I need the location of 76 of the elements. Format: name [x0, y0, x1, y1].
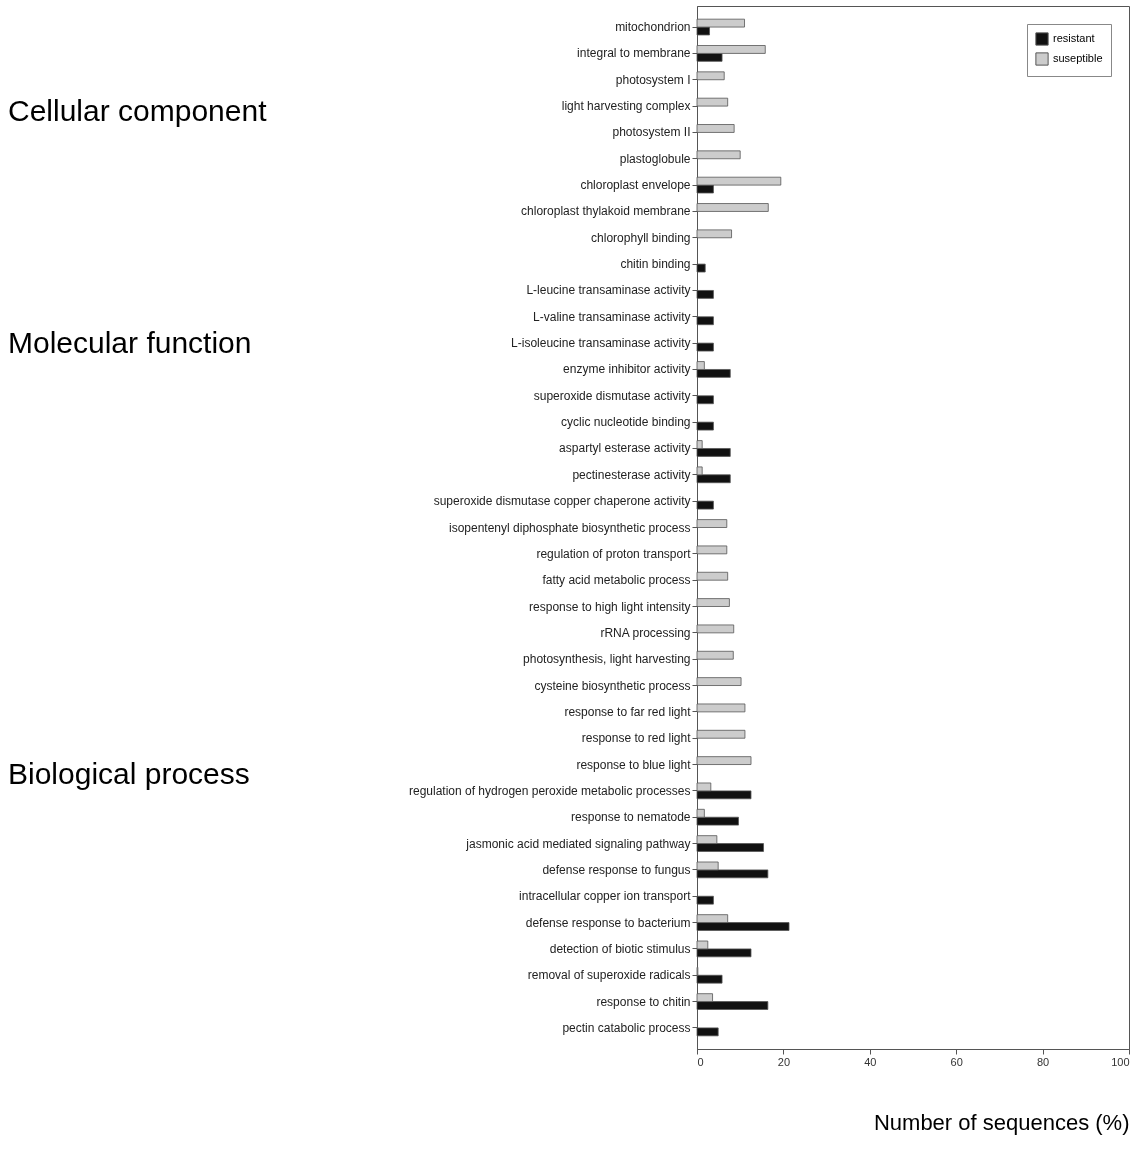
y-tick-label: response to chitin: [596, 994, 691, 1009]
y-tick-label: defense response to bacterium: [525, 915, 691, 930]
x-tick-label: 100: [1111, 1055, 1130, 1068]
bar: [696, 571, 729, 581]
y-tick-label: response to nematode: [571, 810, 691, 825]
bar: [696, 1027, 719, 1037]
bar: [696, 729, 746, 739]
bar: [696, 150, 741, 160]
x-axis-title: Number of sequences (%): [873, 1109, 1130, 1135]
y-tick-label: superoxide dismutase copper chaperone activity: [433, 494, 691, 509]
y-tick-label: detection of biotic stimulus: [549, 941, 691, 956]
bar: [696, 203, 769, 212]
y-tick-label: regulation of proton transport: [536, 546, 692, 561]
bar: [696, 229, 732, 239]
y-tick-label: photosynthesis, light harvesting: [523, 652, 691, 667]
y-tick-label: chloroplast envelope: [580, 178, 691, 193]
legend-label: suseptible: [1053, 52, 1103, 64]
y-tick-label: aspartyl esterase activity: [559, 441, 691, 456]
y-tick-label: photosystem I: [615, 72, 691, 87]
bar: [696, 545, 728, 555]
bar: [696, 71, 725, 81]
x-tick-label: 80: [1036, 1055, 1050, 1068]
bar: [696, 598, 730, 607]
y-tick-label: photosystem II: [612, 125, 691, 140]
y-tick-label: pectin catabolic process: [562, 1020, 691, 1035]
bar: [696, 342, 714, 352]
x-tick-label: 60: [950, 1055, 963, 1068]
y-tick-label: response to blue light: [576, 757, 692, 772]
bar: [696, 756, 752, 765]
y-tick-label: mitochondrion: [615, 20, 691, 35]
y-tick-label: enzyme inhibitor activity: [563, 362, 691, 377]
x-tick-label: 0: [697, 1055, 704, 1068]
y-tick-label: regulation of hydrogen peroxide metabolic processes: [408, 783, 691, 798]
bar: [696, 316, 714, 326]
y-tick-label: cysteine biosynthetic process: [534, 678, 691, 693]
bar: [696, 421, 714, 431]
legend-label: resistant: [1053, 32, 1095, 44]
bar: [696, 97, 729, 107]
y-tick-label: integral to membrane: [577, 46, 691, 61]
y-tick-label: chlorophyll binding: [591, 230, 691, 245]
y-tick-label: superoxide dismutase activity: [533, 388, 691, 403]
y-tick-label: light harvesting complex: [561, 99, 691, 114]
y-tick-label: rRNA processing: [600, 625, 691, 640]
bar: [696, 895, 714, 905]
x-tick-label: 40: [864, 1055, 877, 1068]
bar: [696, 395, 714, 405]
y-tick-label: intracellular copper ion transport: [519, 889, 692, 904]
y-tick-label: L-leucine transaminase activity: [526, 283, 691, 298]
text: Biological process: [8, 757, 250, 790]
bar: [696, 124, 735, 133]
y-tick-label: fatty acid metabolic process: [542, 573, 691, 588]
y-tick-label: cyclic nucleotide binding: [561, 415, 691, 430]
text: Molecular function: [8, 326, 252, 359]
y-tick-label: isopentenyl diphosphate biosynthetic process: [449, 520, 691, 535]
y-tick-label: L-valine transaminase activity: [533, 309, 691, 324]
y-tick-label: response to high light intensity: [529, 599, 691, 614]
bar: [696, 500, 714, 510]
y-tick-label: jasmonic acid mediated signaling pathway: [465, 836, 691, 851]
y-tick-label: chloroplast thylakoid membrane: [521, 204, 691, 219]
bar: [696, 624, 735, 634]
bar: [696, 290, 714, 299]
y-tick-label: response to far red light: [564, 704, 692, 719]
y-tick-label: plastoglobule: [619, 151, 691, 166]
y-tick-label: defense response to fungus: [542, 862, 691, 877]
bar: [696, 650, 734, 660]
x-tick-label: 20: [777, 1055, 791, 1068]
y-tick-label: response to red light: [581, 731, 692, 746]
y-tick-label: removal of superoxide radicals: [527, 968, 691, 983]
bar: [696, 519, 728, 528]
text: Cellular component: [8, 94, 268, 127]
bar: [696, 263, 706, 273]
bar: [696, 703, 746, 713]
y-tick-label: L-isoleucine transaminase activity: [511, 336, 691, 351]
y-tick-label: chitin binding: [620, 257, 691, 272]
y-tick-label: pectinesterase activity: [572, 467, 691, 482]
bar: [696, 677, 742, 686]
